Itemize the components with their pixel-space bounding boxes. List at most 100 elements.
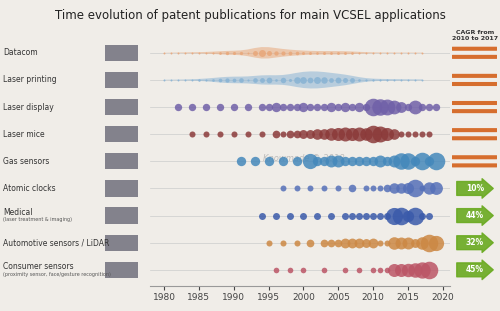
Point [320,159,328,164]
Point [258,77,266,82]
Point [286,267,294,272]
Point [418,132,426,137]
Point [306,186,314,191]
Point [383,50,391,55]
Point [404,104,412,109]
Point [264,77,272,82]
Point [314,77,322,82]
Point [356,50,364,55]
Point [356,213,364,218]
Point [418,267,426,272]
Point [300,50,308,55]
Point [209,77,217,82]
Point [362,186,370,191]
FancyArrowPatch shape [457,260,493,280]
Point [362,159,370,164]
FancyBboxPatch shape [105,153,138,169]
Polygon shape [164,47,422,58]
Point [383,267,391,272]
Point [292,132,300,137]
Point [216,132,224,137]
Text: Automotive sensors / LiDAR: Automotive sensors / LiDAR [3,238,110,247]
Point [195,50,203,55]
Point [278,104,286,109]
Point [390,240,398,245]
Point [306,240,314,245]
Point [370,186,378,191]
FancyBboxPatch shape [452,74,497,78]
Point [362,240,370,245]
Point [292,159,300,164]
Point [286,50,294,55]
Point [397,77,405,82]
Point [174,104,182,109]
Point [188,50,196,55]
FancyArrowPatch shape [457,233,493,253]
Point [202,132,210,137]
Point [376,77,384,82]
Point [258,104,266,109]
Point [397,267,405,272]
Point [244,50,252,55]
Point [390,77,398,82]
Point [418,50,426,55]
Point [342,213,349,218]
Point [258,213,266,218]
Point [328,77,336,82]
Point [306,104,314,109]
Point [411,50,419,55]
Point [425,267,433,272]
Point [356,104,364,109]
Point [411,159,419,164]
Point [432,186,440,191]
Point [209,50,217,55]
Point [222,77,230,82]
Point [411,267,419,272]
Point [411,240,419,245]
Point [320,104,328,109]
Point [328,159,336,164]
Point [314,213,322,218]
Point [334,159,342,164]
Point [334,104,342,109]
Point [356,240,364,245]
Point [236,50,244,55]
Point [216,104,224,109]
Point [264,240,272,245]
Point [278,77,286,82]
Point [286,104,294,109]
Point [300,132,308,137]
Text: Gas sensors: Gas sensors [3,157,50,166]
Point [425,132,433,137]
Point [314,50,322,55]
Text: Datacom: Datacom [3,48,37,57]
Point [306,132,314,137]
FancyBboxPatch shape [105,207,138,224]
FancyBboxPatch shape [105,45,138,61]
Point [348,50,356,55]
Point [390,213,398,218]
Point [264,104,272,109]
Point [278,240,286,245]
Point [362,104,370,109]
Point [278,186,286,191]
Point [383,213,391,218]
Point [348,159,356,164]
Point [390,267,398,272]
Point [370,213,378,218]
Point [230,132,237,137]
Point [362,50,370,55]
Point [202,104,210,109]
Text: 10%: 10% [466,184,484,193]
Point [244,77,252,82]
Point [418,77,426,82]
Point [404,77,412,82]
Point [348,186,356,191]
Point [292,240,300,245]
Point [230,50,237,55]
Point [286,213,294,218]
Point [432,104,440,109]
Point [320,132,328,137]
Point [174,77,182,82]
Point [334,77,342,82]
